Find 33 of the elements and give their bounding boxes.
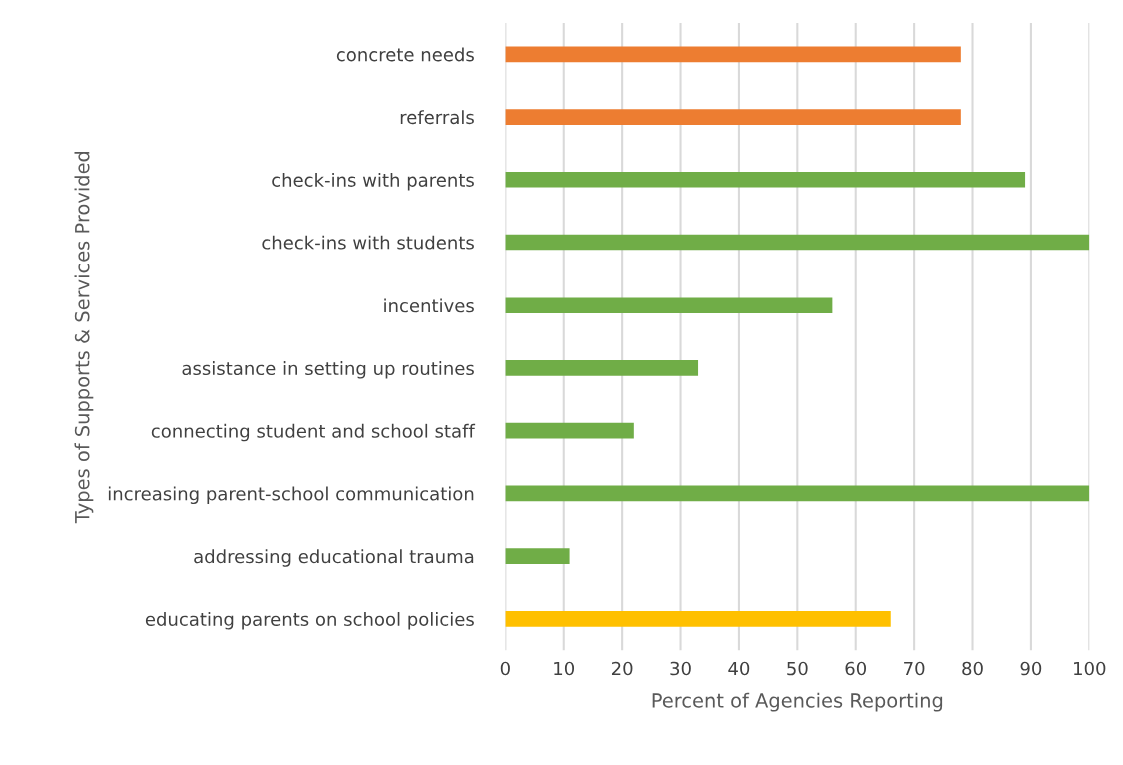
y-tick-label: increasing parent-school communication	[108, 486, 474, 505]
bar	[505, 234, 1090, 251]
x-tick-label: 60	[845, 661, 867, 676]
bar	[505, 548, 570, 564]
x-tick-label: 0	[500, 661, 510, 676]
x-tick-label: 50	[787, 661, 808, 676]
y-tick-label: referrals	[400, 110, 474, 125]
y-tick-label: connecting student and school staff	[151, 423, 476, 442]
bar	[505, 611, 891, 627]
y-axis-title: Types of Supports & Services Provided	[74, 151, 94, 524]
x-tick-label: 30	[670, 661, 691, 676]
x-tick-label: 20	[611, 661, 633, 676]
y-tick-label: incentives	[384, 298, 474, 313]
x-axis-title: Percent of Agencies Reporting	[652, 692, 943, 712]
x-tick-label: 70	[904, 661, 925, 676]
y-tick-label: educating parents on school policies	[145, 612, 474, 630]
y-tick-label: concrete needs	[336, 47, 474, 62]
y-tick-label: assistance in setting up routines	[182, 361, 474, 379]
x-tick-label: 90	[1020, 661, 1042, 676]
x-tick-label: 40	[728, 661, 750, 676]
bar	[505, 297, 833, 314]
x-tick-label: 100	[1074, 661, 1106, 676]
y-tick-label: check-ins with students	[262, 235, 474, 250]
bar	[505, 485, 1090, 502]
y-tick-label: addressing educational trauma	[194, 549, 474, 567]
bar	[505, 171, 1026, 188]
bar	[505, 422, 634, 439]
x-tick-label: 80	[962, 661, 983, 676]
bar	[505, 46, 961, 63]
bar	[505, 109, 961, 125]
y-tick-label: check-ins with parents	[272, 172, 474, 191]
x-tick-label: 10	[554, 661, 575, 676]
bar	[505, 360, 699, 376]
